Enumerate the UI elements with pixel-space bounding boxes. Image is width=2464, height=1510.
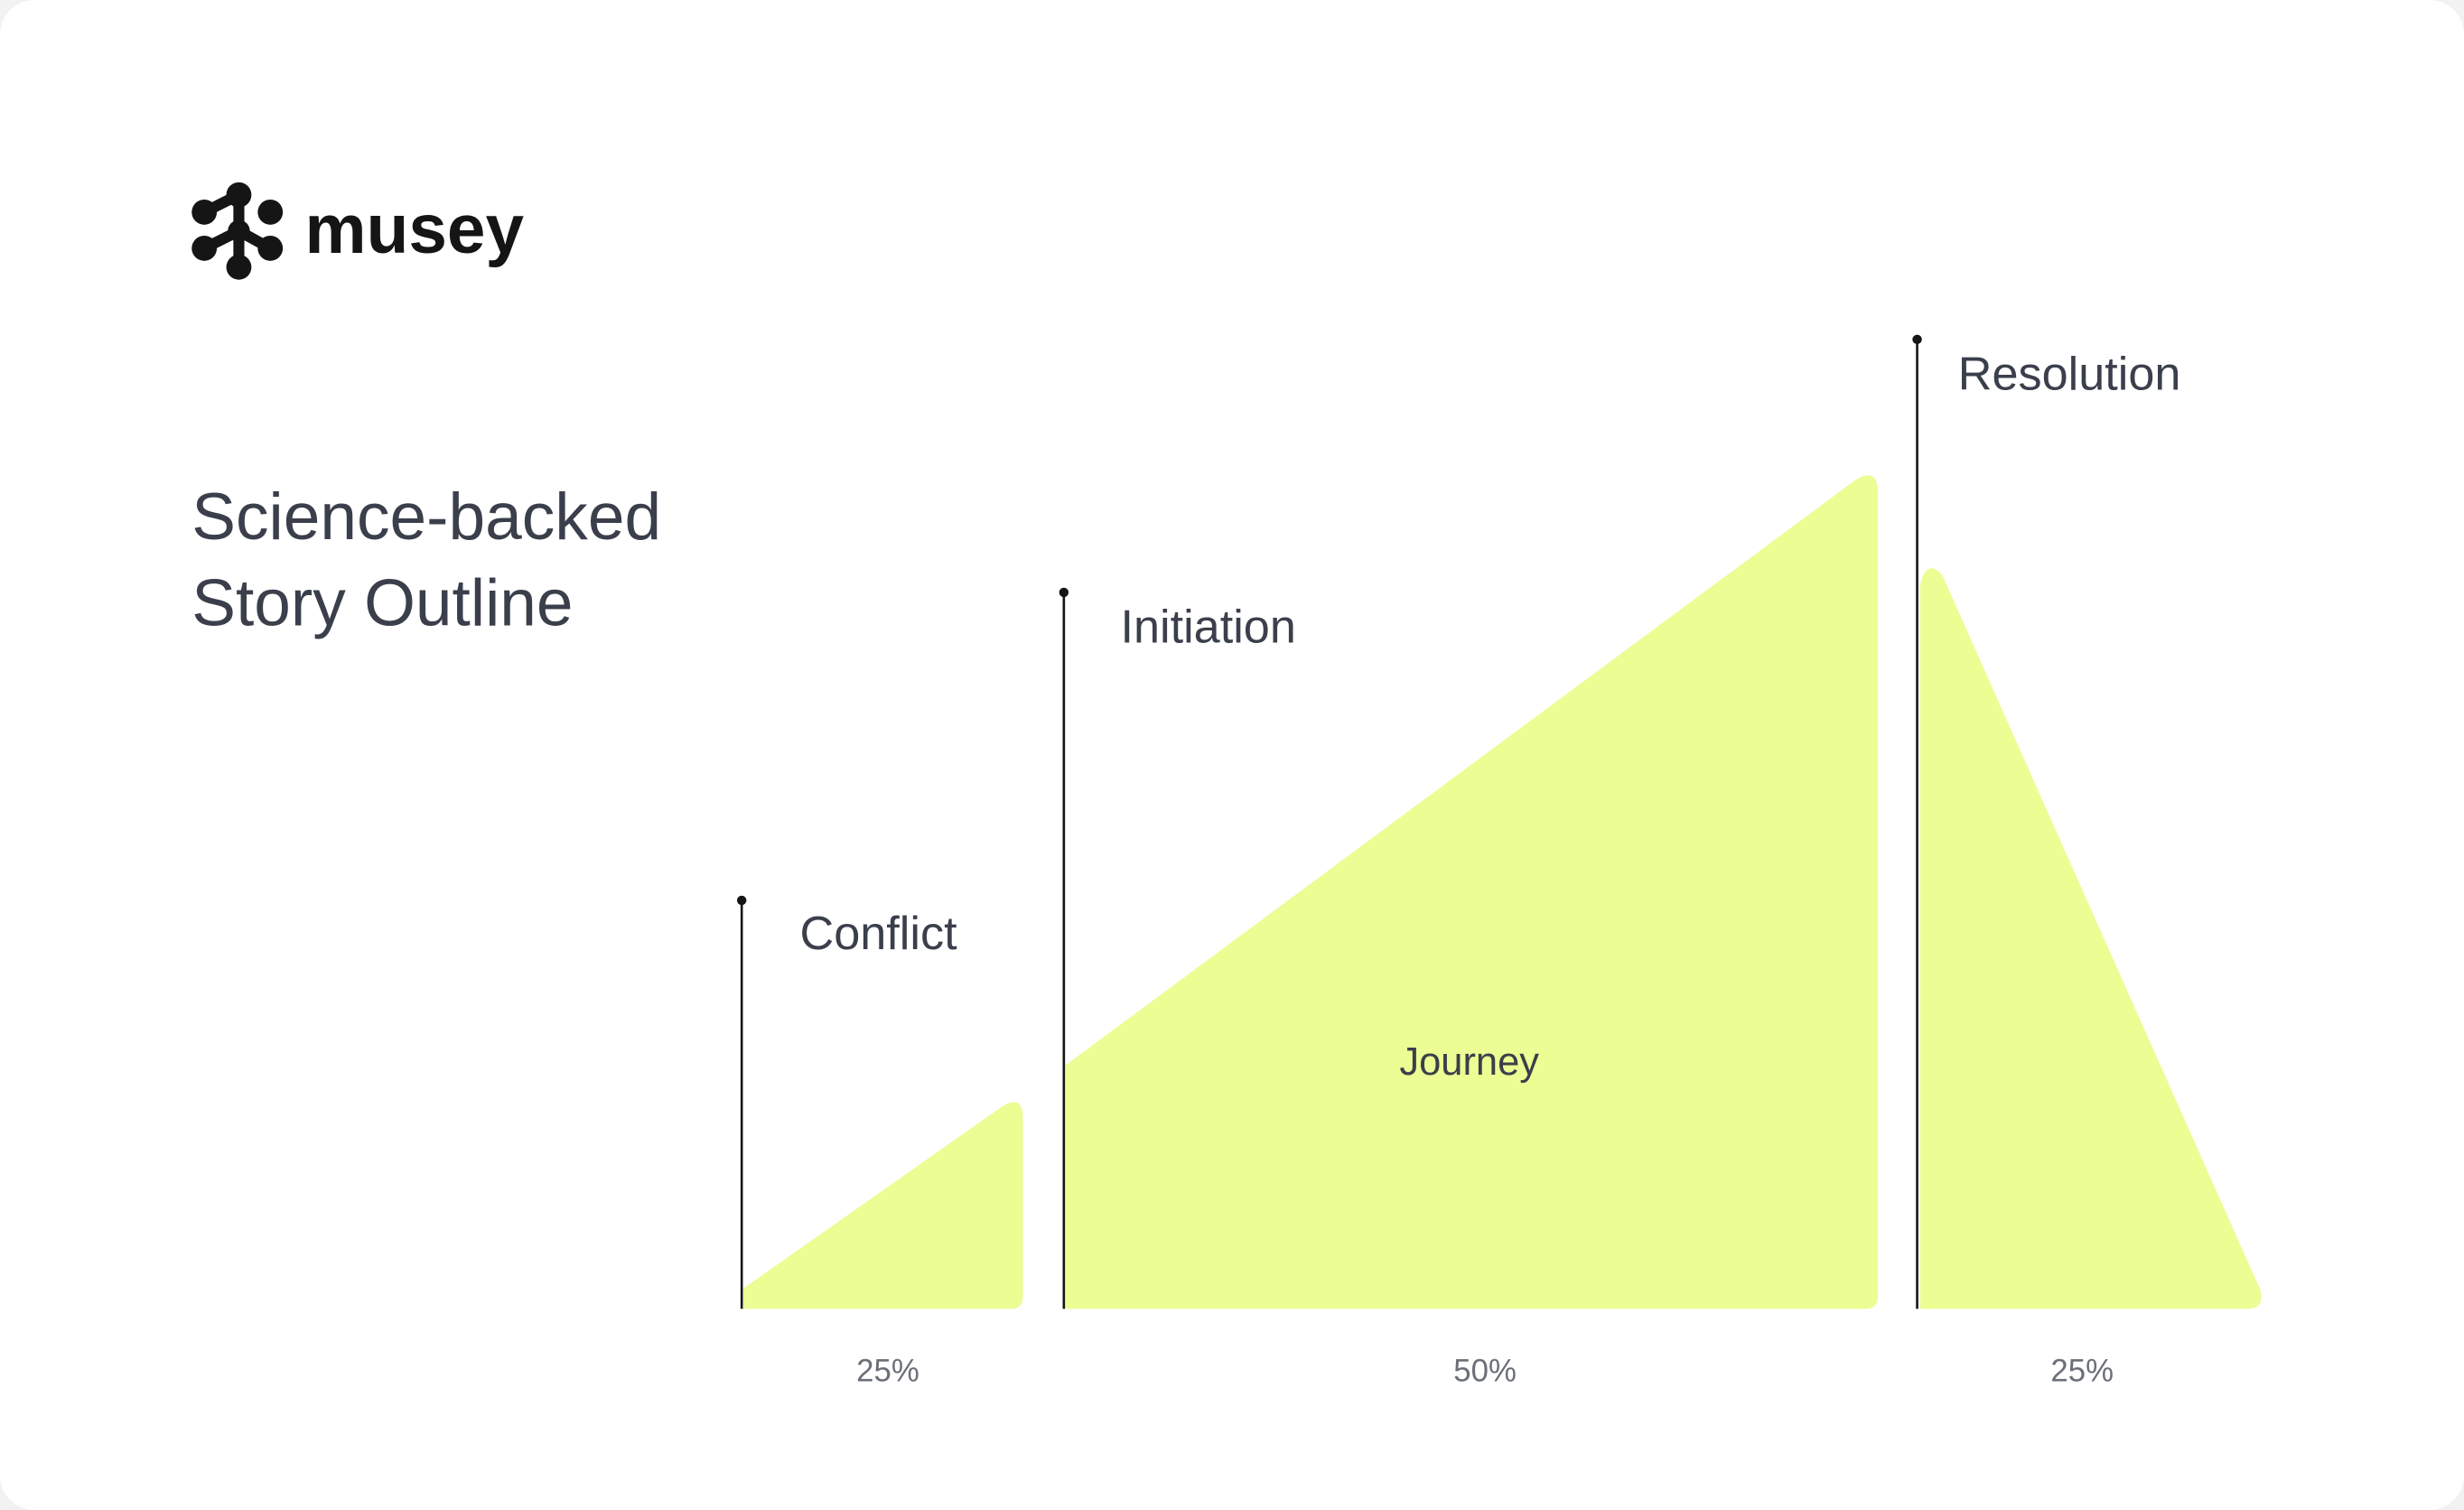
stage-label: Initiation (1120, 601, 1295, 654)
title-line: Story Outline (191, 566, 573, 639)
stage-share: 50% (1453, 1354, 1517, 1388)
stage-shapes (742, 475, 2262, 1310)
inner-label: Journey (1399, 1040, 1539, 1084)
stage-dots (736, 334, 1922, 906)
stage-lines (740, 339, 1918, 1310)
conflict-shape (742, 1102, 1023, 1310)
logo: musey (191, 182, 524, 280)
stage-share: 25% (2050, 1354, 2114, 1388)
stage-label: Resolution (1958, 348, 2181, 400)
resolution-shape (1920, 568, 2262, 1310)
title-line: Science-backed (191, 480, 661, 554)
stage-label: Conflict (800, 908, 958, 960)
logo-text: musey (305, 191, 525, 268)
stage-share: 25% (856, 1354, 919, 1388)
journey-shape (1065, 475, 1879, 1310)
